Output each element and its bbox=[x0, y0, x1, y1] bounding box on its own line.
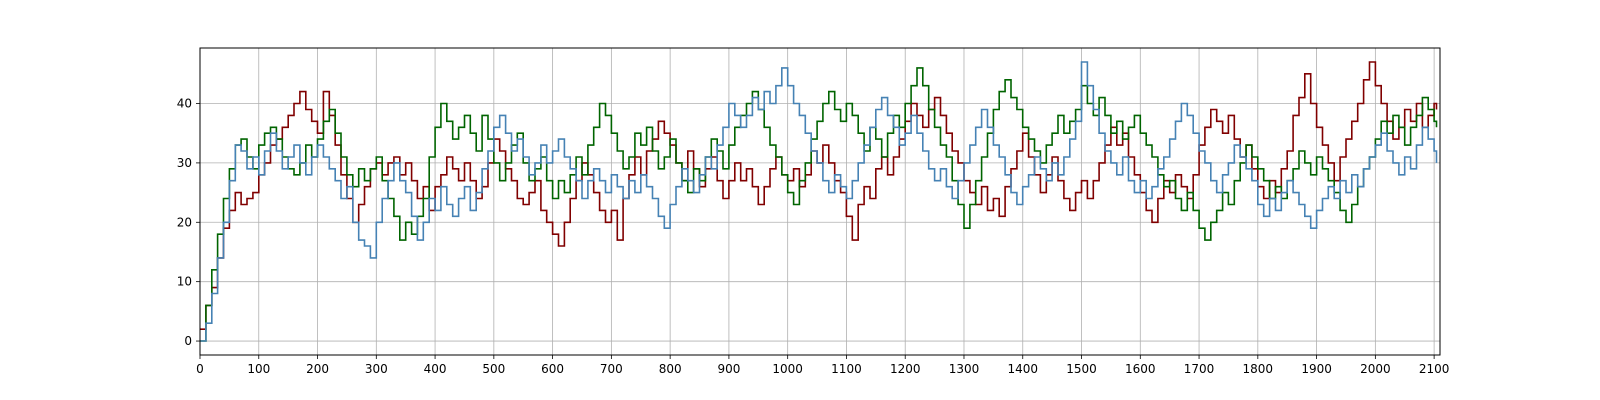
x-tick-label: 1100 bbox=[831, 362, 862, 376]
series-line-3 bbox=[200, 61, 1438, 342]
x-tick-label: 200 bbox=[306, 362, 329, 376]
x-tick-label: 1900 bbox=[1301, 362, 1332, 376]
x-tick-label: 400 bbox=[424, 362, 447, 376]
y-tick-label: 10 bbox=[177, 275, 192, 289]
x-axis: 0 100 200 300 400 500 600 700 800 900 1000 1100 1200… bbox=[196, 355, 1449, 376]
series-line-2 bbox=[200, 67, 1438, 342]
x-tick-label: 2000 bbox=[1360, 362, 1391, 376]
y-tick-label: 40 bbox=[177, 97, 192, 111]
x-tick-label: 1500 bbox=[1066, 362, 1097, 376]
y-tick-label: 30 bbox=[177, 156, 192, 170]
x-tick-label: 1400 bbox=[1007, 362, 1038, 376]
x-tick-label: 700 bbox=[600, 362, 623, 376]
series-lines bbox=[200, 61, 1438, 342]
y-axis: 0 10 20 30 40 bbox=[177, 97, 200, 348]
x-tick-label: 2100 bbox=[1419, 362, 1450, 376]
x-tick-label: 1700 bbox=[1184, 362, 1215, 376]
x-tick-label: 600 bbox=[541, 362, 564, 376]
x-tick-label: 1000 bbox=[772, 362, 803, 376]
x-tick-label: 100 bbox=[247, 362, 270, 376]
x-tick-label: 1200 bbox=[890, 362, 921, 376]
plot-frame bbox=[199, 47, 1441, 356]
x-tick-label: 1600 bbox=[1125, 362, 1156, 376]
x-tick-label: 500 bbox=[482, 362, 505, 376]
y-tick-label: 0 bbox=[184, 334, 192, 348]
x-tick-label: 1300 bbox=[949, 362, 980, 376]
x-tick-label: 300 bbox=[365, 362, 388, 376]
x-tick-label: 1800 bbox=[1243, 362, 1274, 376]
x-tick-label: 900 bbox=[717, 362, 740, 376]
x-tick-label: 800 bbox=[659, 362, 682, 376]
x-tick-label: 0 bbox=[196, 362, 204, 376]
y-tick-label: 20 bbox=[177, 215, 192, 229]
